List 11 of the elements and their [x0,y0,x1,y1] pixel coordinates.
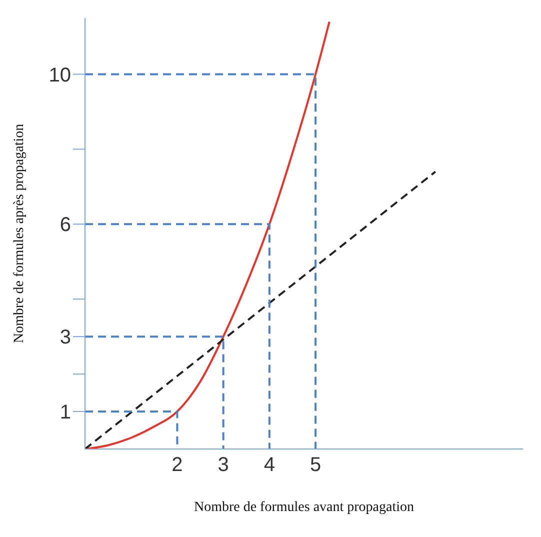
x-tick-label: 4 [264,454,275,476]
y-axis-title: Nombre de formules après propagation [12,124,27,344]
line-series [85,20,330,449]
x-tick-label: 2 [172,454,183,476]
y-tick-label: 10 [48,64,71,86]
x-tick-label: 5 [310,454,322,476]
x-axis-title: Nombre de formules avant propagation [194,500,414,515]
y-tick-label: 6 [60,214,71,236]
y-tick-label: 3 [60,326,71,349]
y-tick-label: 1 [60,402,71,424]
x-tick-label: 3 [218,454,229,476]
